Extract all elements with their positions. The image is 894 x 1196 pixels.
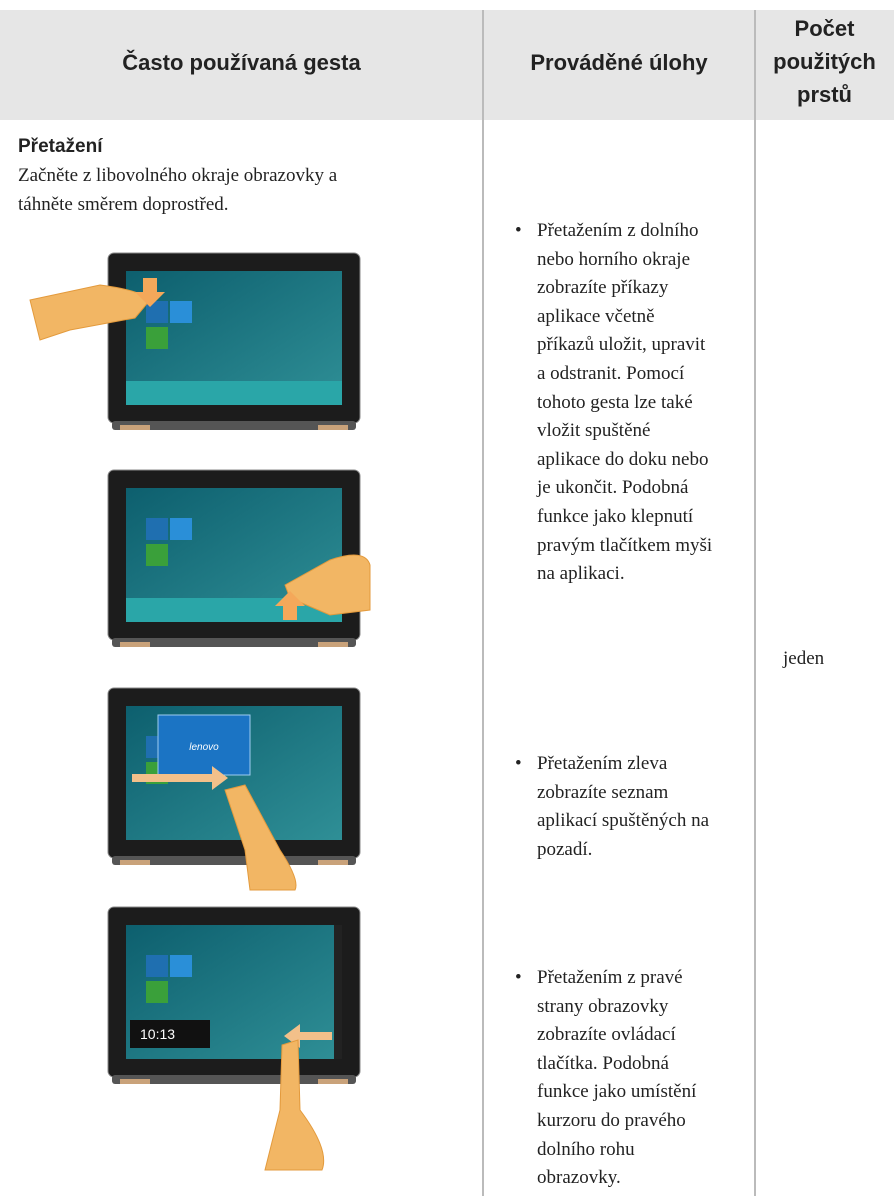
task-line: nebo horního okraje (537, 248, 691, 270)
task-line: je ukončit. Podobná (537, 477, 689, 499)
arrow (135, 278, 165, 307)
tile (146, 955, 168, 977)
charms-bar (334, 925, 342, 1059)
task-line: Přetažením zleva (537, 753, 668, 774)
gesture-description: táhněte směrem doprostřed. (18, 194, 229, 215)
tile (170, 955, 192, 977)
task-line: aplikace včetně (537, 305, 655, 327)
hinge (120, 642, 150, 647)
task-line: aplikace do doku nebo (537, 448, 709, 470)
hand (224, 784, 297, 891)
clock: 10:13 (140, 1026, 175, 1042)
tile (146, 544, 168, 566)
tile (170, 301, 192, 323)
header-cell: Často používaná gesta (122, 50, 361, 75)
task-line: vložit spuštěné (537, 420, 651, 442)
task-line: dolního rohu (537, 1138, 635, 1160)
task-line: funkce jako umístění (537, 1081, 697, 1103)
card (157, 714, 251, 776)
task-line: strany obrazovky (537, 995, 669, 1017)
hinge (318, 642, 348, 647)
hinge (120, 860, 150, 865)
task-line: na aplikaci. (537, 563, 625, 585)
brand: lenovo (189, 742, 219, 753)
task-line: zobrazíte ovládací (537, 1024, 676, 1046)
task-line: funkce jako klepnutí (537, 506, 694, 527)
fingers: jeden (783, 648, 825, 669)
tile (146, 301, 168, 323)
header-cell: použitých (773, 49, 876, 74)
hinge (318, 425, 348, 430)
tile (146, 518, 168, 540)
task-line: aplikací spuštěných na (537, 810, 710, 832)
arrow (132, 766, 228, 790)
bullet: • (515, 220, 522, 241)
task-line: kurzoru do pravého (537, 1110, 686, 1131)
hinge (120, 425, 150, 430)
task-line: pravým tlačítkem myši (537, 534, 713, 556)
header-cell: Prováděné úlohy (530, 50, 708, 75)
bullet: • (515, 967, 522, 988)
hinge (318, 1079, 348, 1084)
header-cell: prstů (797, 82, 852, 107)
task-line: obrazovky. (537, 1167, 621, 1189)
task-line: pozadí. (537, 838, 593, 860)
gesture-title: Přetažení (18, 136, 103, 157)
task-line: Přetažením z dolního (537, 220, 699, 241)
hinge (318, 860, 348, 865)
arrow (275, 591, 305, 620)
laptop-base (112, 638, 356, 647)
tile (146, 327, 168, 349)
task-line: zobrazíte seznam (537, 781, 669, 803)
clock-box (130, 1020, 210, 1048)
gesture-description: Začněte z libovolného okraje obrazovky a (18, 165, 338, 186)
tile (170, 518, 192, 540)
laptop-base (112, 421, 356, 430)
hand (284, 554, 371, 616)
header-bg (0, 10, 894, 120)
header-cell: Počet (794, 16, 855, 41)
task-line: a odstranit. Pomocí (537, 363, 685, 384)
tile (146, 981, 168, 1003)
hinge (120, 1079, 150, 1084)
task-line: Přetažením z pravé (537, 967, 683, 988)
laptop-base (112, 856, 356, 865)
task-line: příkazů uložit, upravit (537, 334, 706, 356)
task-line: zobrazíte příkazy (537, 277, 669, 299)
bullet: • (515, 753, 522, 774)
app-bar (126, 381, 342, 405)
task-line: tohoto gesta lze také (537, 391, 693, 413)
task-line: tlačítka. Podobná (537, 1052, 669, 1074)
hand (264, 1039, 325, 1171)
